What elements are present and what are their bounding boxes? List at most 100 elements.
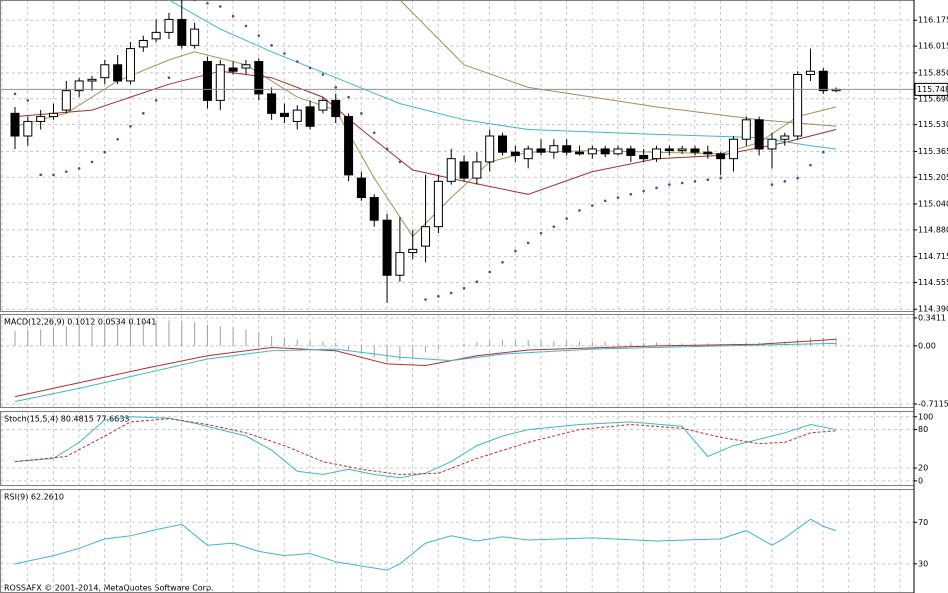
sar-dot — [129, 124, 132, 128]
sar-dot — [154, 99, 158, 102]
sar-dot — [206, 1, 209, 5]
y-tick-label: 30 — [918, 559, 928, 568]
candle-body — [395, 252, 405, 276]
candle-body — [241, 64, 251, 69]
candle-body — [267, 93, 277, 114]
sar-dot — [308, 66, 312, 70]
sar-dot — [103, 150, 107, 154]
sar-dot — [231, 14, 235, 18]
sar-dot — [655, 186, 658, 190]
y-tick-label: -0.7115 — [918, 400, 948, 409]
sar-dot — [552, 225, 556, 228]
sar-dot — [13, 92, 17, 96]
candle-body — [356, 177, 366, 199]
candle-body — [626, 148, 636, 156]
indicator-line — [14, 418, 837, 476]
indicator-line — [14, 416, 837, 479]
y-tick-label: 115.205 — [918, 173, 948, 182]
sar-dot — [603, 199, 607, 203]
sar-dot — [821, 150, 825, 154]
candle-body — [446, 158, 456, 182]
candle-body — [292, 109, 302, 122]
candle-body — [485, 135, 495, 163]
sar-dot — [449, 291, 453, 295]
sar-dot — [116, 137, 119, 141]
sar-dot — [539, 231, 543, 235]
sar-dot — [398, 160, 402, 164]
candle-body — [331, 99, 341, 118]
candle-body — [48, 112, 58, 118]
y-tick-label: 114.880 — [918, 225, 948, 234]
sar-dot — [591, 204, 594, 207]
candle-body — [151, 31, 161, 40]
sar-dot — [526, 241, 530, 245]
candle-body — [215, 64, 225, 101]
sar-dot — [244, 24, 248, 28]
indicator-line — [14, 338, 837, 398]
panel-title: MACD(12,26,9) 0.1012 0.0534 0.1041 — [4, 318, 156, 327]
candle-body — [36, 116, 46, 122]
candle-body — [433, 180, 443, 228]
sar-dot — [65, 170, 68, 173]
candle-body — [741, 119, 751, 140]
candle-body — [459, 161, 469, 179]
sar-dot — [334, 86, 338, 89]
candle-body — [164, 18, 174, 33]
candle-body — [177, 18, 187, 46]
sar-dot — [193, 0, 196, 2]
sar-dot — [514, 249, 517, 253]
candle-body — [805, 70, 815, 75]
candle-body — [279, 112, 289, 118]
y-tick-label: 115.850 — [918, 68, 948, 77]
candle-body — [318, 99, 328, 111]
sar-dot — [39, 173, 42, 177]
candle-body — [652, 148, 661, 160]
price-label: 115.748 — [917, 85, 948, 94]
sar-dot — [218, 5, 222, 8]
sar-dot — [668, 183, 671, 186]
candle-body — [613, 148, 623, 155]
sar-dot — [719, 176, 722, 180]
candle-body — [728, 138, 738, 160]
candle-body — [600, 148, 610, 155]
panel-title: Stoch(15,5,4) 80.4815 77.6633 — [4, 415, 130, 424]
sar-dot — [360, 112, 363, 115]
sar-dot — [142, 112, 145, 115]
candle-body — [664, 148, 674, 152]
candle-body — [793, 73, 803, 137]
candle-body — [549, 145, 559, 153]
candle-body — [23, 120, 33, 137]
sar-dot — [283, 52, 286, 55]
y-tick-label: 70 — [918, 518, 928, 527]
candle-body — [677, 148, 687, 152]
sar-dot — [770, 183, 774, 186]
candle-body — [639, 154, 649, 160]
y-tick-label: 114.715 — [918, 252, 948, 261]
sar-dot — [295, 60, 299, 63]
indicator-line — [14, 518, 837, 571]
candle-body — [780, 135, 790, 140]
indicator-line — [399, 0, 837, 127]
candle-body — [305, 106, 315, 127]
candle-body — [254, 61, 264, 95]
sar-dot — [372, 131, 376, 135]
sar-dot — [565, 217, 568, 220]
sar-dot — [693, 180, 697, 183]
panel-title: RSI(9) 62.2610 — [4, 493, 64, 502]
y-tick-label: 115.040 — [918, 200, 948, 209]
sar-dot — [321, 73, 325, 76]
sar-dot — [77, 167, 81, 170]
candle-body — [472, 161, 482, 179]
candle-body — [138, 39, 148, 48]
candle-body — [562, 145, 572, 153]
candle-body — [125, 48, 135, 82]
sar-dot — [629, 192, 633, 196]
candle-body — [421, 226, 431, 247]
candle-body — [690, 148, 700, 153]
sar-dot — [783, 180, 787, 183]
candle-body — [587, 148, 597, 155]
sar-dot — [90, 160, 94, 164]
candle-body — [87, 78, 97, 82]
